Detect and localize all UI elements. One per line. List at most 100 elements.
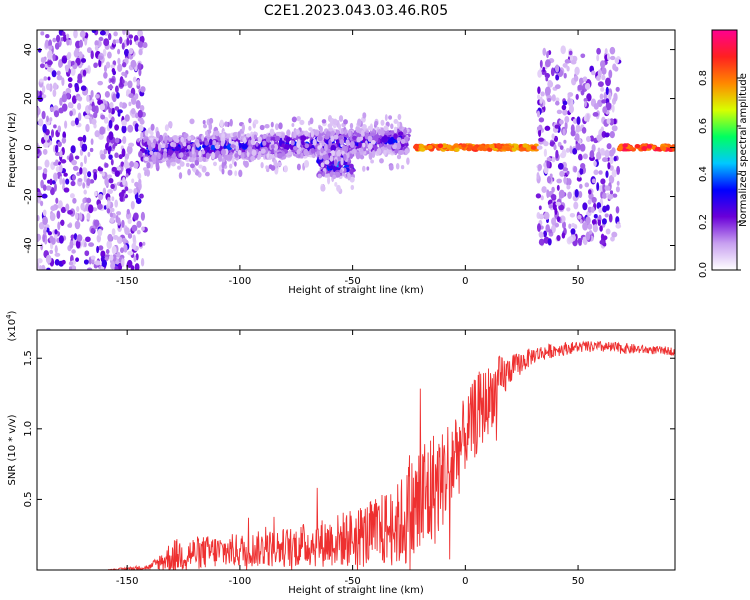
heatmap-x-ticks: -150 -100 -50 0 50 — [116, 30, 584, 287]
heatmap-cell — [45, 185, 52, 191]
heatmap-cell — [114, 199, 119, 208]
heatmap-cell — [367, 142, 373, 150]
heatmap-cell — [75, 212, 79, 220]
heatmap-cell — [589, 150, 595, 159]
heatmap-cell — [247, 139, 252, 146]
heatmap-cell — [181, 155, 188, 161]
colorbar-label: Normalized spectral amplitude — [738, 73, 749, 227]
heatmap-cell — [76, 96, 83, 101]
heatmap-cell — [393, 118, 399, 125]
heatmap-cell — [546, 189, 550, 199]
heatmap-cell — [46, 115, 49, 123]
heatmap-cell — [74, 84, 80, 93]
heatmap-cell — [355, 125, 361, 133]
heatmap-cell — [615, 206, 620, 214]
heatmap-cell — [174, 138, 180, 143]
heatmap-cell — [125, 168, 131, 173]
heatmap-cell — [537, 94, 541, 100]
heatmap-cell — [66, 52, 71, 61]
heatmap-cell — [596, 182, 600, 192]
heatmap-cell — [588, 230, 593, 235]
heatmap-cell — [39, 78, 45, 83]
heatmap-cell — [123, 48, 130, 57]
heatmap-cell — [93, 62, 98, 68]
heatmap-cell — [574, 189, 579, 198]
heatmap-cell — [537, 86, 541, 95]
heatmap-cells — [37, 30, 675, 270]
heatmap-cell — [147, 139, 152, 146]
heatmap-cell — [164, 135, 168, 144]
heatmap-cell — [597, 147, 601, 153]
heatmap-cell — [177, 165, 181, 170]
heatmap-cell — [83, 189, 87, 195]
heatmap-cell — [54, 229, 58, 235]
heatmap-cell — [228, 163, 233, 169]
heatmap-x-tick-label: -150 — [116, 276, 139, 287]
heatmap-cell — [94, 94, 100, 99]
heatmap-cell — [137, 41, 144, 48]
heatmap-cell — [563, 176, 567, 184]
heatmap-cell — [530, 145, 537, 150]
heatmap-cell — [81, 143, 88, 152]
heatmap-cell — [349, 168, 354, 175]
heatmap-cell — [49, 106, 54, 112]
heatmap-cell — [41, 85, 46, 94]
heatmap-cell — [384, 114, 388, 122]
heatmap-cell — [567, 94, 571, 99]
heatmap-cell — [613, 156, 617, 162]
heatmap-cell — [214, 144, 220, 150]
heatmap-cell — [37, 233, 40, 243]
heatmap-cell — [270, 140, 275, 146]
heatmap-x-tick-label: -50 — [344, 276, 360, 287]
heatmap-cell — [505, 146, 511, 152]
heatmap-cell — [577, 84, 583, 91]
heatmap-cell — [115, 39, 120, 44]
heatmap-frame — [36, 29, 676, 271]
heatmap-cell — [54, 151, 61, 157]
colorbar-tick-label: 0.4 — [698, 166, 709, 182]
heatmap-cell — [112, 235, 119, 240]
heatmap-cell — [330, 144, 337, 152]
heatmap-cell — [233, 161, 237, 167]
heatmap-cell — [86, 47, 92, 54]
heatmap-cell — [304, 143, 310, 149]
heatmap-cell — [61, 31, 66, 37]
colorbar-ticks: 0.0 0.2 0.4 0.6 0.8 — [698, 70, 741, 278]
heatmap-cell — [383, 149, 387, 156]
heatmap-cell — [564, 121, 568, 131]
heatmap-cell — [86, 197, 92, 204]
heatmap-cell — [45, 33, 50, 39]
heatmap-cell — [278, 122, 283, 130]
heatmap-cell — [563, 72, 567, 79]
heatmap-cell — [140, 131, 144, 139]
heatmap-cell — [98, 245, 104, 251]
heatmap-cell — [37, 214, 40, 222]
heatmap-cell — [158, 134, 163, 142]
heatmap-cell — [71, 95, 77, 104]
heatmap-cell — [539, 59, 543, 68]
heatmap-cell — [304, 130, 309, 137]
heatmap-cell — [38, 118, 44, 127]
heatmap-cell — [99, 126, 106, 135]
heatmap-cell — [562, 128, 566, 136]
heatmap-cell — [542, 47, 547, 56]
heatmap-cell — [118, 36, 123, 44]
heatmap-cell — [39, 63, 45, 69]
heatmap-cell — [201, 134, 205, 142]
heatmap-cell — [616, 165, 621, 175]
heatmap-cell — [38, 265, 43, 270]
heatmap-cell — [157, 143, 162, 152]
heatmap-cell — [114, 152, 119, 159]
heatmap-cell — [563, 139, 567, 144]
heatmap-cell — [538, 205, 542, 211]
heatmap-cell — [104, 91, 110, 98]
heatmap-cell — [321, 140, 325, 147]
heatmap-cell — [597, 69, 602, 77]
heatmap-cell — [608, 174, 615, 184]
heatmap-cell — [262, 134, 267, 139]
heatmap-cell — [615, 223, 622, 229]
heatmap-cell — [107, 233, 113, 242]
heatmap-cell — [374, 120, 379, 126]
heatmap-cell — [58, 60, 63, 68]
heatmap-cell — [51, 70, 57, 78]
